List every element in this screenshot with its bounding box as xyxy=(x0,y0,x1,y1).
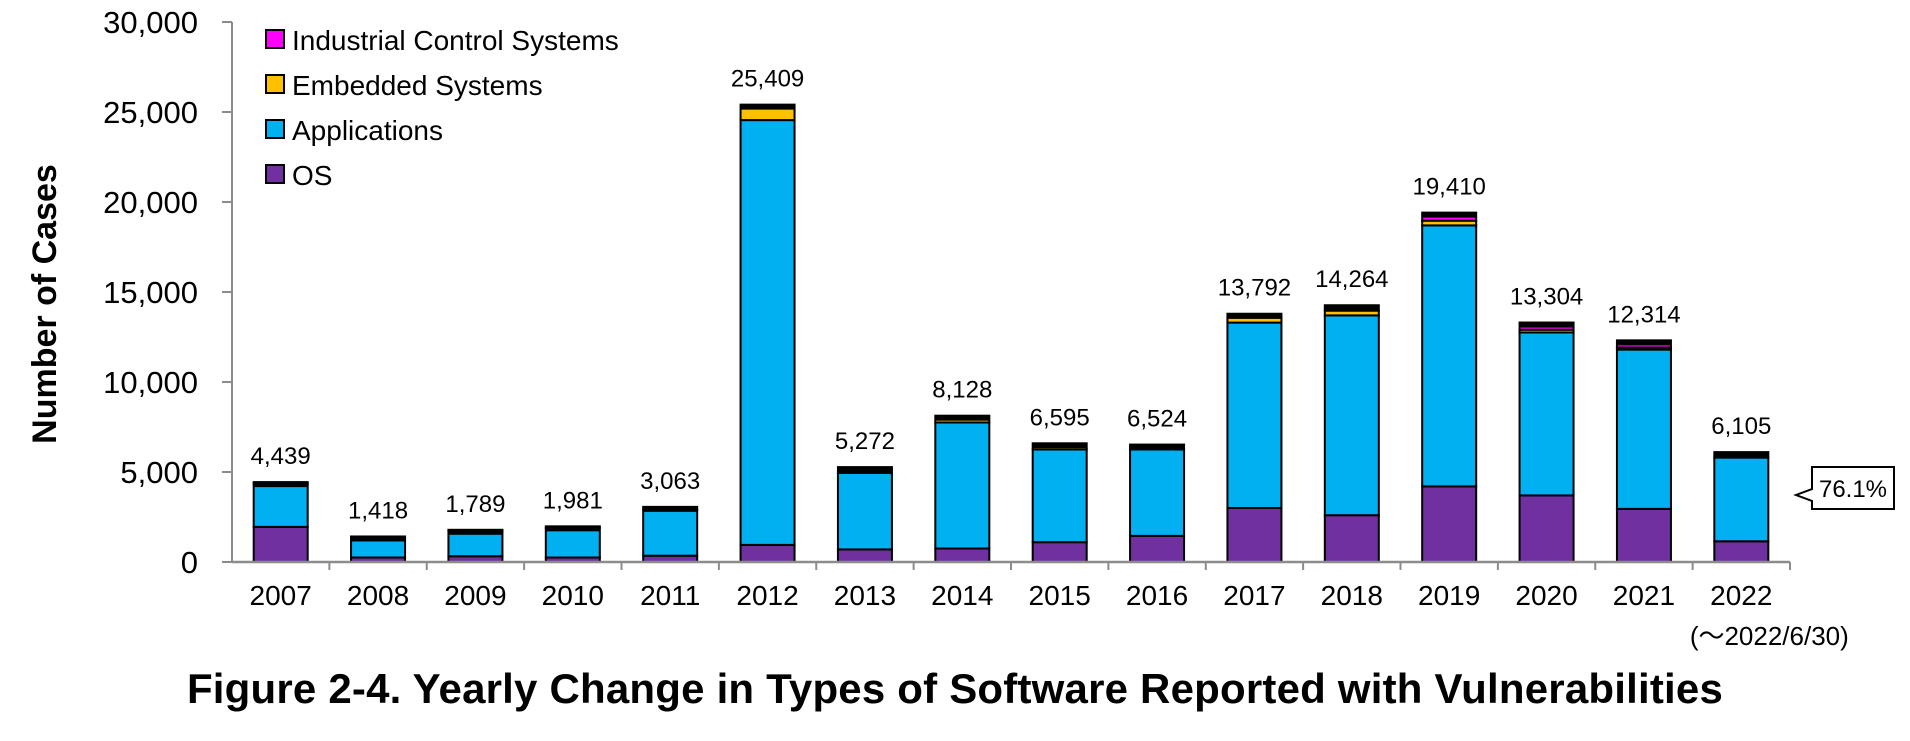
bar-total-label: 6,524 xyxy=(1127,406,1187,433)
bar-total-label: 6,595 xyxy=(1030,404,1090,431)
legend-label: Embedded Systems xyxy=(292,70,543,101)
bar-segment-applications xyxy=(544,526,601,559)
bar-segment-applications xyxy=(1518,331,1575,497)
bar-segment-os xyxy=(252,525,309,564)
bar-segment-applications xyxy=(642,508,699,557)
bar-total-label: 13,792 xyxy=(1218,275,1291,302)
bar-total-label: 12,314 xyxy=(1607,301,1680,328)
bar-segment-os xyxy=(1518,494,1575,563)
bar-segment-applications xyxy=(1615,348,1672,510)
x-tick-label: 2008 xyxy=(347,580,409,611)
y-tick-label: 10,000 xyxy=(103,365,198,400)
bar-total-label: 4,439 xyxy=(251,443,311,470)
bar-segment-os xyxy=(1323,514,1380,564)
x-tick-label: 2017 xyxy=(1223,580,1285,611)
bar-top-cap xyxy=(643,506,698,512)
x-tick-label: 2020 xyxy=(1515,580,1577,611)
bar-segment-os xyxy=(1129,534,1186,564)
y-tick-label: 30,000 xyxy=(103,5,198,40)
x-tick-label: 2022 xyxy=(1710,580,1772,611)
bar-segment-os xyxy=(934,547,991,563)
legend-label: Applications xyxy=(292,115,443,146)
bar-top-cap xyxy=(545,526,600,532)
x-tick-label: 2014 xyxy=(931,580,993,611)
y-axis-title: Number of Cases xyxy=(26,164,64,444)
bar-total-label: 6,105 xyxy=(1711,413,1771,440)
bar-total-label: 5,272 xyxy=(835,428,895,455)
bar-segment-os xyxy=(1421,485,1478,563)
x-tick-label: 2018 xyxy=(1321,580,1383,611)
legend-swatch-os xyxy=(265,164,285,184)
y-tick-label: 25,000 xyxy=(103,95,198,130)
x-tick-label: 2013 xyxy=(834,580,896,611)
bar-segment-applications xyxy=(1031,448,1088,544)
figure-caption: Figure 2-4. Yearly Change in Types of So… xyxy=(186,665,1724,712)
bar-top-cap xyxy=(837,467,892,473)
bar-top-cap xyxy=(1519,322,1574,328)
bar-total-label: 1,789 xyxy=(445,491,505,518)
x-tick-label: 2010 xyxy=(542,580,604,611)
legend-swatch-applications xyxy=(265,119,285,139)
bar-total-label: 8,128 xyxy=(932,377,992,404)
bar-top-cap xyxy=(448,529,503,535)
bar-total-label: 13,304 xyxy=(1510,284,1583,311)
bar-segment-applications xyxy=(447,530,504,558)
bar-top-cap xyxy=(935,415,990,421)
y-tick-label: 0 xyxy=(181,545,198,580)
bar-segment-applications xyxy=(1226,321,1283,509)
y-tick-label: 5,000 xyxy=(120,455,198,490)
legend-swatch-industrial-control-systems xyxy=(265,29,285,49)
annotation-label: 76.1% xyxy=(1819,476,1887,503)
bar-segment-applications xyxy=(1323,314,1380,517)
bar-top-cap xyxy=(1032,443,1087,449)
bar-segment-applications xyxy=(1129,448,1186,537)
x-tick-label: 2011 xyxy=(640,580,700,611)
x-tick-label: 2012 xyxy=(736,580,798,611)
bar-segment-applications xyxy=(252,482,309,528)
bar-top-cap xyxy=(1227,313,1282,319)
bar-top-cap xyxy=(1324,305,1379,311)
legend-swatch-embedded-systems xyxy=(265,74,285,94)
x-category-note: (～2022/6/30) xyxy=(1690,621,1849,651)
bar-top-cap xyxy=(1616,340,1671,346)
bar-segment-os xyxy=(1713,540,1770,563)
bar-top-cap xyxy=(1130,444,1185,450)
bar-segment-applications xyxy=(836,471,893,551)
bar-top-cap xyxy=(351,536,406,542)
bar-top-cap xyxy=(253,482,308,488)
bar-segment-os xyxy=(836,548,893,564)
bar-segment-os xyxy=(1226,507,1283,563)
bar-top-cap xyxy=(740,104,795,110)
x-tick-label: 2015 xyxy=(1029,580,1091,611)
legend-label: OS xyxy=(292,160,332,191)
bar-top-cap xyxy=(1422,212,1477,218)
bar-segment-applications xyxy=(1713,456,1770,543)
bar-segment-os xyxy=(739,543,796,564)
bar-segment-applications xyxy=(1421,224,1478,488)
y-tick-label: 15,000 xyxy=(103,275,198,310)
legend-label: Industrial Control Systems xyxy=(292,25,619,56)
bar-total-label: 19,410 xyxy=(1412,174,1485,201)
bar-segment-os xyxy=(1031,541,1088,564)
x-tick-label: 2009 xyxy=(444,580,506,611)
bar-total-label: 1,418 xyxy=(348,497,408,524)
bar-top-cap xyxy=(1714,452,1769,458)
y-tick-label: 20,000 xyxy=(103,185,198,220)
annotation-callout xyxy=(1793,466,1895,510)
bar-total-label: 14,264 xyxy=(1315,266,1388,293)
x-tick-label: 2021 xyxy=(1613,580,1675,611)
bar-total-label: 3,063 xyxy=(640,468,700,495)
bar-segment-os xyxy=(1615,507,1672,563)
x-tick-label: 2019 xyxy=(1418,580,1480,611)
bar-total-label: 25,409 xyxy=(731,66,804,93)
bar-segment-applications xyxy=(739,119,796,546)
bar-segment-applications xyxy=(934,421,991,550)
x-tick-label: 2016 xyxy=(1126,580,1188,611)
x-tick-label: 2007 xyxy=(250,580,312,611)
bar-total-label: 1,981 xyxy=(543,487,603,514)
